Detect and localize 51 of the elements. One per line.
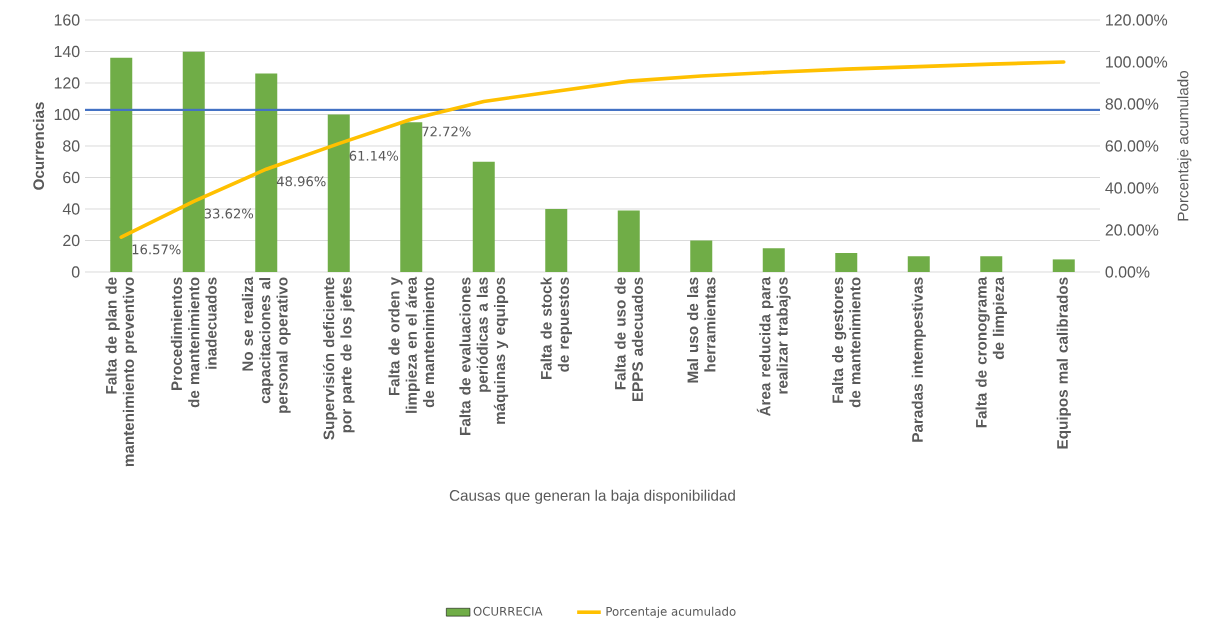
y-tick-label: 160 <box>54 14 80 26</box>
x-tick-label: Falta de gestores de mantenimiento <box>832 277 861 408</box>
x-tick-label: Falta de plan de mantenimiento preventivo <box>105 277 137 467</box>
bar <box>545 209 568 272</box>
y-tick-label: 60 <box>63 171 80 184</box>
y-tick-label: 140 <box>54 45 80 58</box>
y-tick-label: 40 <box>62 203 80 215</box>
y-axis-title: Ocurrencias <box>32 102 45 190</box>
bar <box>400 122 423 272</box>
x-tick-label: Falta de evaluaciones periódicas a las máquinas y equipos <box>459 277 509 435</box>
y2-tick-label: 40.00% <box>1105 182 1159 194</box>
x-tick-label: Equipos mal calibrados <box>1056 277 1071 449</box>
legend-label: OCURRECIA <box>473 606 543 616</box>
bar <box>327 114 350 272</box>
x-axis-title: Causas que generan la baja disponibilidad <box>449 489 735 504</box>
y2-tick-label: 120.00% <box>1106 14 1168 26</box>
bar <box>617 210 640 272</box>
x-tick-label: Procedimientos de mantenimiento inadecuados <box>170 277 217 408</box>
data-label: 72.72% <box>422 126 471 137</box>
x-tick-label: Área reducida para realizar trabajos <box>756 276 791 417</box>
y2-tick-label: 0.00% <box>1105 266 1150 278</box>
x-tick-label: Falta de stock de repuestos <box>540 276 572 380</box>
bar <box>980 256 1003 272</box>
y2-tick-label: 60.00% <box>1105 140 1159 152</box>
y2-tick-label: 80.00% <box>1105 98 1159 110</box>
bar <box>690 240 713 272</box>
data-label: 48.96% <box>276 176 326 187</box>
bar <box>472 161 495 272</box>
x-tick-label: Falta de orden y limpieza en el área de mantenimiento <box>388 276 435 413</box>
bar <box>907 256 930 272</box>
y-tick-label: 0 <box>71 266 80 278</box>
y-tick-label: 20 <box>63 234 80 247</box>
bar <box>1052 259 1075 272</box>
y2-tick-label: 20.00% <box>1105 224 1159 236</box>
y-tick-label: 120 <box>54 77 80 89</box>
bar <box>762 248 785 272</box>
line-series <box>119 60 1066 239</box>
y-tick-label: 80 <box>63 140 80 152</box>
bar <box>835 253 858 272</box>
y-tick-label: 100 <box>54 108 80 121</box>
x-tick-label: Falta de cronograma de limpieza <box>975 276 1007 428</box>
bar <box>255 73 278 272</box>
bar <box>110 57 133 272</box>
legend-label: Porcentaje acumulado <box>606 606 736 619</box>
y2-tick-label: 100.00% <box>1106 56 1168 68</box>
x-tick-label: Supervisión deficiente por parte de los jefes <box>322 277 355 440</box>
x-tick-label: Mal uso de las herramientas <box>687 277 716 383</box>
x-tick-label: Paradas intempestivas <box>911 277 926 442</box>
data-label: 16.57% <box>132 244 181 255</box>
bar <box>182 51 205 272</box>
y2-axis-title: Porcentaje acumulado <box>1177 70 1192 221</box>
